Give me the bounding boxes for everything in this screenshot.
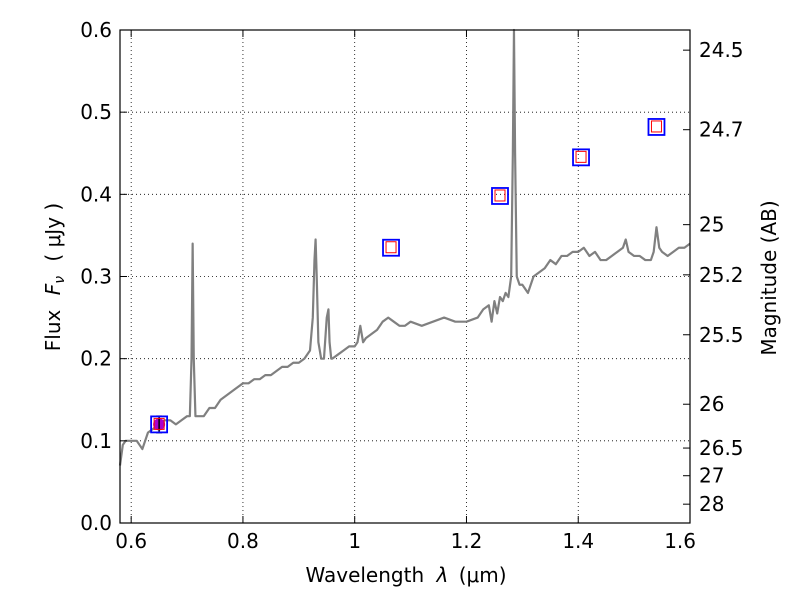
y2-axis: 24.5 24.7 25 25.2 25.5 26 26.5 27 28	[683, 38, 744, 516]
markers-layer	[150, 118, 666, 434]
grid	[120, 30, 690, 523]
x-tick-label: 0.8	[227, 529, 259, 553]
y2-tick-label: 24.5	[699, 38, 744, 62]
model-flux-marker	[153, 417, 165, 430]
y2-axis-label: Magnitude (AB)	[757, 200, 781, 355]
y2-tick-label: 26	[699, 392, 724, 416]
model-flux-marker	[575, 150, 587, 163]
model-flux-marker	[650, 120, 662, 133]
y2-tick-label: 27	[699, 464, 724, 488]
y-tick-label: 0.5	[80, 100, 112, 124]
model-flux-marker	[494, 189, 506, 202]
y2-tick-label: 25	[699, 213, 724, 237]
y2-tick-label: 25.5	[699, 323, 744, 347]
y-tick-label: 0.3	[80, 265, 112, 289]
observed-flux-marker	[647, 118, 666, 136]
y2-tick-label: 28	[699, 492, 724, 516]
x-axis-label: Wavelength λ (μm)	[305, 563, 506, 587]
y-tick-label: 0.0	[80, 511, 112, 535]
x-axis: 0.6 0.8 1 1.2 1.4 1.6	[115, 30, 696, 553]
y-axis-label: Flux Fν ( μJy )	[41, 203, 69, 351]
series-layer	[118, 28, 691, 466]
y2-tick-label: 26.5	[699, 436, 744, 460]
x-tick-label: 1	[348, 529, 361, 553]
observed-flux-marker	[382, 238, 400, 257]
x-tick-label: 0.6	[115, 529, 147, 553]
x-tick-label: 1.4	[562, 529, 594, 553]
y-tick-label: 0.4	[80, 182, 112, 206]
y-tick-label: 0.1	[80, 429, 112, 453]
x-tick-label: 1.2	[451, 529, 483, 553]
y-tick-label: 0.6	[80, 18, 112, 42]
y2-tick-label: 24.7	[699, 118, 744, 142]
model-flux-marker	[385, 241, 397, 254]
y2-tick-label: 25.2	[699, 263, 744, 287]
observed-flux-marker	[491, 187, 509, 205]
observed-flux-marker	[572, 148, 590, 167]
y-tick-label: 0.2	[80, 347, 112, 371]
observed-flux-marker	[150, 415, 169, 434]
y-axis: 0.0 0.1 0.2 0.3 0.4 0.5 0.6	[80, 18, 127, 535]
spectrum-line	[118, 28, 691, 466]
x-tick-label: 1.6	[664, 529, 696, 553]
